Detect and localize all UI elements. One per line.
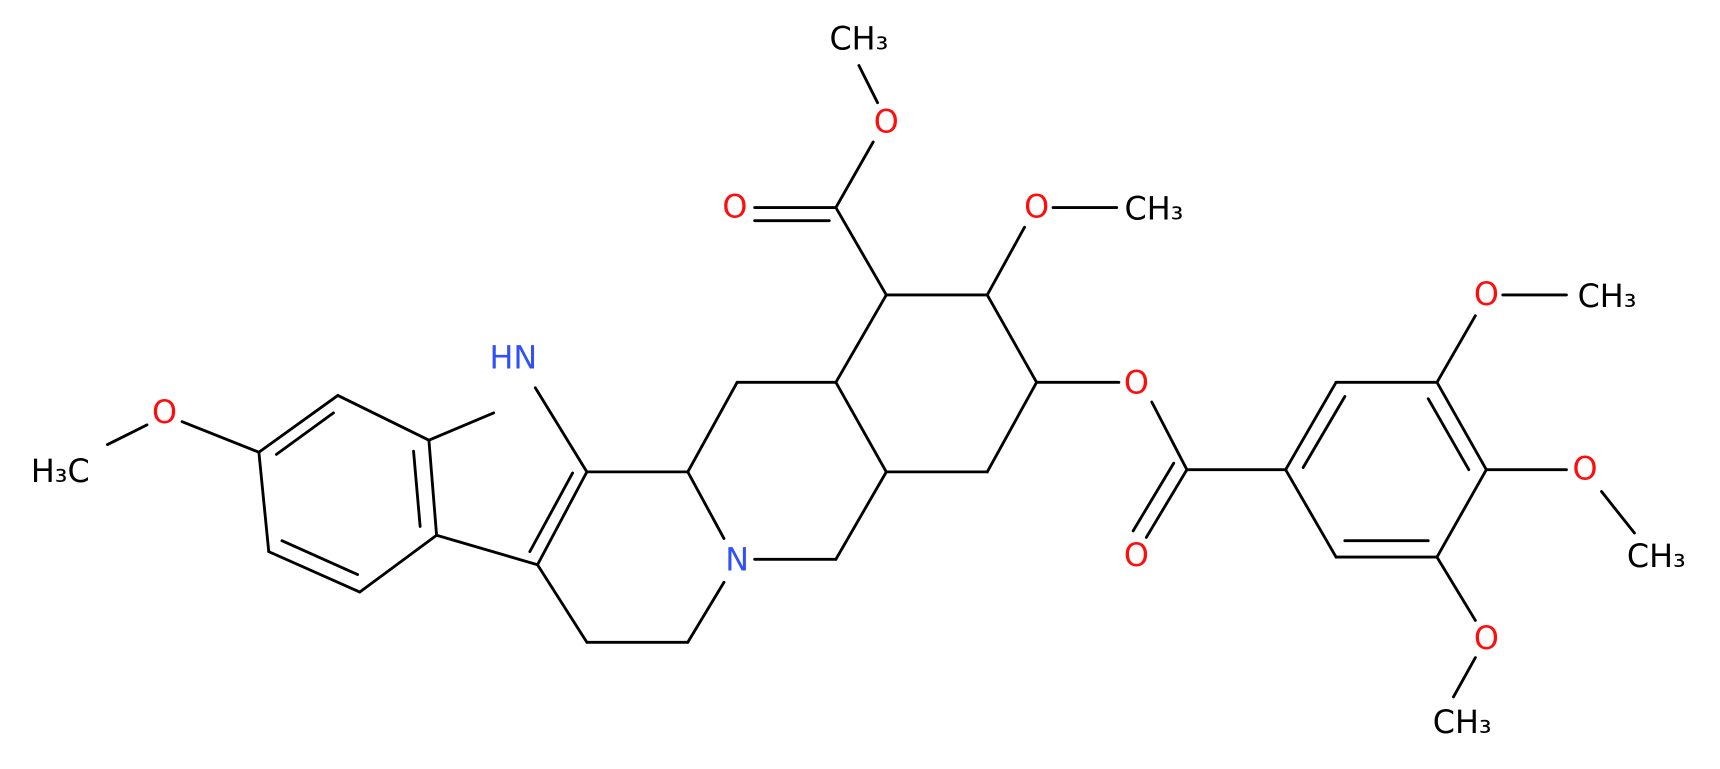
- atom-label: H₃C: [31, 454, 90, 490]
- atom-label: N: [725, 542, 749, 578]
- atom-label: HN: [490, 340, 538, 376]
- atom-label: O: [1124, 538, 1149, 574]
- atom-label: CH₃: [1125, 192, 1184, 228]
- atom-label: CH₃: [1627, 539, 1686, 575]
- atom-label: O: [1573, 452, 1598, 488]
- atom-label: O: [722, 190, 747, 226]
- atom-label: O: [1124, 365, 1149, 401]
- atom-label: O: [152, 395, 177, 431]
- bonds: [106, 64, 1636, 699]
- atom-label: O: [874, 104, 899, 140]
- atom-label: O: [1474, 277, 1499, 313]
- atom-labels: CH₃ O O O CH₃ HN O H₃C N O O O CH₃ O CH₃…: [31, 21, 1686, 741]
- atom-label: CH₃: [1433, 705, 1492, 741]
- atom-label: CH₃: [829, 21, 888, 57]
- atom-label: O: [1474, 621, 1499, 657]
- atom-label: CH₃: [1578, 279, 1637, 315]
- atom-label: O: [1024, 190, 1049, 226]
